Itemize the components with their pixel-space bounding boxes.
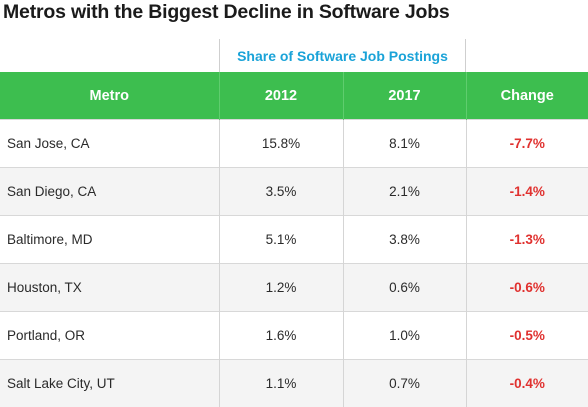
share-2017-cell: 0.6% — [343, 264, 466, 312]
table-row: San Jose, CA 15.8% 8.1% -7.7% — [0, 120, 588, 168]
share-2012-cell: 1.1% — [219, 360, 343, 407]
share-of-postings-header: Share of Software Job Postings — [219, 39, 466, 72]
share-2017-cell: 2.1% — [343, 168, 466, 216]
share-2017-cell: 0.7% — [343, 360, 466, 407]
share-2012-cell: 1.2% — [219, 264, 343, 312]
metro-cell: San Jose, CA — [0, 120, 219, 168]
header-row: Metro 2012 2017 Change — [0, 72, 588, 120]
change-cell: -0.4% — [466, 360, 588, 407]
table-row: Baltimore, MD 5.1% 3.8% -1.3% — [0, 216, 588, 264]
metro-cell: Baltimore, MD — [0, 216, 219, 264]
metro-column-header: Metro — [0, 72, 219, 120]
share-2017-cell: 8.1% — [343, 120, 466, 168]
share-2012-cell: 3.5% — [219, 168, 343, 216]
share-2012-cell: 1.6% — [219, 312, 343, 360]
year-2017-column-header: 2017 — [343, 72, 466, 120]
change-cell: -1.4% — [466, 168, 588, 216]
change-cell: -0.6% — [466, 264, 588, 312]
share-2017-cell: 1.0% — [343, 312, 466, 360]
change-cell: -7.7% — [466, 120, 588, 168]
metro-cell: Portland, OR — [0, 312, 219, 360]
change-column-header: Change — [466, 72, 588, 120]
metro-cell: San Diego, CA — [0, 168, 219, 216]
share-2012-cell: 5.1% — [219, 216, 343, 264]
year-2012-column-header: 2012 — [219, 72, 343, 120]
metro-cell: Houston, TX — [0, 264, 219, 312]
share-2017-cell: 3.8% — [343, 216, 466, 264]
table-row: San Diego, CA 3.5% 2.1% -1.4% — [0, 168, 588, 216]
table-row: Salt Lake City, UT 1.1% 0.7% -0.4% — [0, 360, 588, 407]
table-row: Portland, OR 1.6% 1.0% -0.5% — [0, 312, 588, 360]
table-row: Houston, TX 1.2% 0.6% -0.6% — [0, 264, 588, 312]
share-2012-cell: 15.8% — [219, 120, 343, 168]
change-cell: -1.3% — [466, 216, 588, 264]
software-jobs-table: Metro 2012 2017 Change San Jose, CA 15.8… — [0, 72, 588, 407]
table-title: Metros with the Biggest Decline in Softw… — [3, 1, 450, 24]
change-cell: -0.5% — [466, 312, 588, 360]
metro-cell: Salt Lake City, UT — [0, 360, 219, 407]
